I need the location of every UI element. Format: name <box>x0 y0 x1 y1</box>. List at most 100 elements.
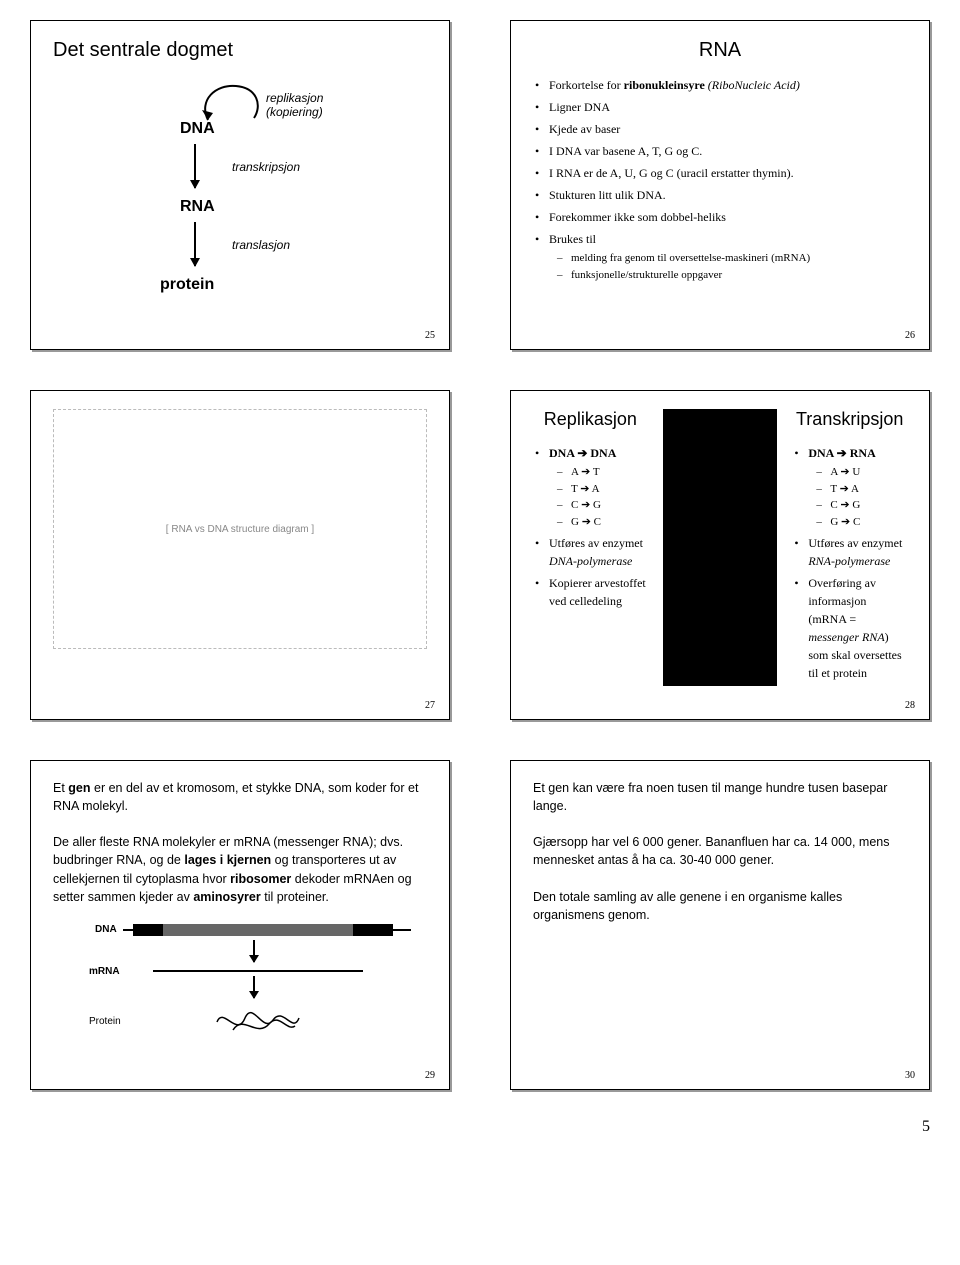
slide-28: Replikasjon DNA ➔ DNA A ➔ T T ➔ A C ➔ G … <box>510 390 930 720</box>
paragraph: Et gen er en del av et kromosom, et styk… <box>53 779 427 906</box>
list-item: C ➔ G <box>557 497 648 514</box>
protein-label: Protein <box>89 1016 121 1027</box>
list-item: Ligner DNA <box>533 98 907 116</box>
text: Utføres av enzymet <box>549 536 643 550</box>
arrow-down-icon <box>194 222 196 266</box>
list-item: Utføres av enzymet DNA-polymerase <box>533 534 648 570</box>
arrow-down-icon <box>253 976 255 998</box>
protein-squiggle-icon <box>213 1004 303 1040</box>
transkripsjon-label: transkripsjon <box>232 160 300 174</box>
slide-number: 26 <box>905 330 915 341</box>
slide-30: Et gen kan være fra noen tusen til mange… <box>510 760 930 1090</box>
replikasjon-label: replikasjon (kopiering) <box>266 92 323 120</box>
list-item: I RNA er de A, U, G og C (uracil erstatt… <box>533 164 907 182</box>
slide-29: Et gen er en del av et kromosom, et styk… <box>30 760 450 1090</box>
sub-list: A ➔ U T ➔ A C ➔ G G ➔ C <box>808 464 907 530</box>
mrna-line-icon <box>153 970 363 972</box>
column-title: Replikasjon <box>533 409 648 430</box>
text: replikasjon <box>266 91 323 105</box>
text: messenger RNA <box>808 630 884 644</box>
dna-label: DNA <box>95 924 117 935</box>
list-item: Stukturen litt ulik DNA. <box>533 186 907 204</box>
text: Forkortelse for <box>549 78 624 92</box>
list-item: T ➔ A <box>816 481 907 498</box>
list-item: Forekommer ikke som dobbel-heliks <box>533 208 907 226</box>
page-number: 5 <box>30 1118 930 1136</box>
text: ribonukleinsyre <box>624 78 705 92</box>
list-item: DNA ➔ DNA A ➔ T T ➔ A C ➔ G G ➔ C <box>533 444 648 530</box>
paragraph-group: Et gen kan være fra noen tusen til mange… <box>533 779 907 924</box>
list-item: funksjonelle/strukturelle oppgaver <box>557 267 907 284</box>
list-item: Forkortelse for ribonukleinsyre (RiboNuc… <box>533 76 907 94</box>
paragraph: Et gen kan være fra noen tusen til mange… <box>533 779 907 815</box>
slide-number: 30 <box>905 1070 915 1081</box>
translasjon-label: translasjon <box>232 238 290 252</box>
sub-list: melding fra genom til oversettelse-maski… <box>549 250 907 283</box>
text: aminosyrer <box>193 890 260 904</box>
slide-title: Det sentrale dogmet <box>53 39 427 62</box>
list-item: Brukes til melding fra genom til overset… <box>533 230 907 283</box>
dna-mrna-protein-diagram: DNA mRNA Protein <box>53 924 427 1044</box>
list-item: A ➔ U <box>816 464 907 481</box>
slide-number: 29 <box>425 1070 435 1081</box>
protein-label: protein <box>160 276 214 294</box>
slide-number: 28 <box>905 700 915 711</box>
text: RNA-polymerase <box>808 554 890 568</box>
dna-bar-icon <box>133 924 393 936</box>
text: gen <box>68 781 90 795</box>
bullet-list: Forkortelse for ribonukleinsyre (RiboNuc… <box>533 76 907 283</box>
list-item: Utføres av enzymet RNA-polymerase <box>792 534 907 570</box>
text: DNA-polymerase <box>549 554 632 568</box>
text: er en del av et kromosom, et stykke DNA,… <box>53 781 418 813</box>
column-title: Transkripsjon <box>792 409 907 430</box>
text: Et <box>53 781 68 795</box>
text: DNA ➔ DNA <box>549 446 616 460</box>
list-item: G ➔ C <box>557 514 648 531</box>
bullet-list: DNA ➔ DNA A ➔ T T ➔ A C ➔ G G ➔ C Utføre… <box>533 444 648 610</box>
column-divider <box>663 409 778 686</box>
rna-dna-structure-image: [ RNA vs DNA structure diagram ] <box>53 409 427 649</box>
slide-number: 25 <box>425 330 435 341</box>
list-item: Kjede av baser <box>533 120 907 138</box>
slide-title: RNA <box>533 39 907 62</box>
text: lages i kjernen <box>184 853 271 867</box>
mrna-label: mRNA <box>89 966 120 977</box>
column-replikasjon: Replikasjon DNA ➔ DNA A ➔ T T ➔ A C ➔ G … <box>533 409 648 686</box>
dna-label: DNA <box>180 120 215 138</box>
list-item: melding fra genom til oversettelse-maski… <box>557 250 907 267</box>
line-icon <box>393 929 411 931</box>
paragraph: Gjærsopp har vel 6 000 gener. Bananfluen… <box>533 833 907 869</box>
text: ribosomer <box>230 872 291 886</box>
replication-loop-icon <box>196 80 266 124</box>
line-icon <box>123 929 133 931</box>
column-transkripsjon: Transkripsjon DNA ➔ RNA A ➔ U T ➔ A C ➔ … <box>792 409 907 686</box>
two-column-layout: Replikasjon DNA ➔ DNA A ➔ T T ➔ A C ➔ G … <box>533 409 907 686</box>
slide-grid: Det sentrale dogmet DNA replikasjon (kop… <box>30 20 930 1090</box>
text: (kopiering) <box>266 105 323 119</box>
slide-number: 27 <box>425 700 435 711</box>
list-item: DNA ➔ RNA A ➔ U T ➔ A C ➔ G G ➔ C <box>792 444 907 530</box>
list-item: A ➔ T <box>557 464 648 481</box>
slide-26: RNA Forkortelse for ribonukleinsyre (Rib… <box>510 20 930 350</box>
arrow-down-icon <box>194 144 196 188</box>
text: Brukes til <box>549 232 596 246</box>
list-item: I DNA var basene A, T, G og C. <box>533 142 907 160</box>
text: til proteiner. <box>261 890 329 904</box>
text: DNA ➔ RNA <box>808 446 875 460</box>
slide-27: [ RNA vs DNA structure diagram ] 27 <box>30 390 450 720</box>
text: Overføring av informasjon (mRNA = <box>808 576 876 626</box>
list-item: Overføring av informasjon (mRNA = messen… <box>792 574 907 682</box>
list-item: G ➔ C <box>816 514 907 531</box>
list-item: T ➔ A <box>557 481 648 498</box>
list-item: Kopierer arvestoffet ved celledeling <box>533 574 648 610</box>
central-dogma-diagram: DNA replikasjon (kopiering) transkripsjo… <box>90 76 390 306</box>
list-item: C ➔ G <box>816 497 907 514</box>
text: Utføres av enzymet <box>808 536 902 550</box>
bullet-list: DNA ➔ RNA A ➔ U T ➔ A C ➔ G G ➔ C Utføre… <box>792 444 907 682</box>
paragraph: Den totale samling av alle genene i en o… <box>533 888 907 924</box>
slide-25: Det sentrale dogmet DNA replikasjon (kop… <box>30 20 450 350</box>
sub-list: A ➔ T T ➔ A C ➔ G G ➔ C <box>549 464 648 530</box>
text: (RiboNucleic Acid) <box>705 78 800 92</box>
arrow-down-icon <box>253 940 255 962</box>
rna-label: RNA <box>180 198 215 216</box>
